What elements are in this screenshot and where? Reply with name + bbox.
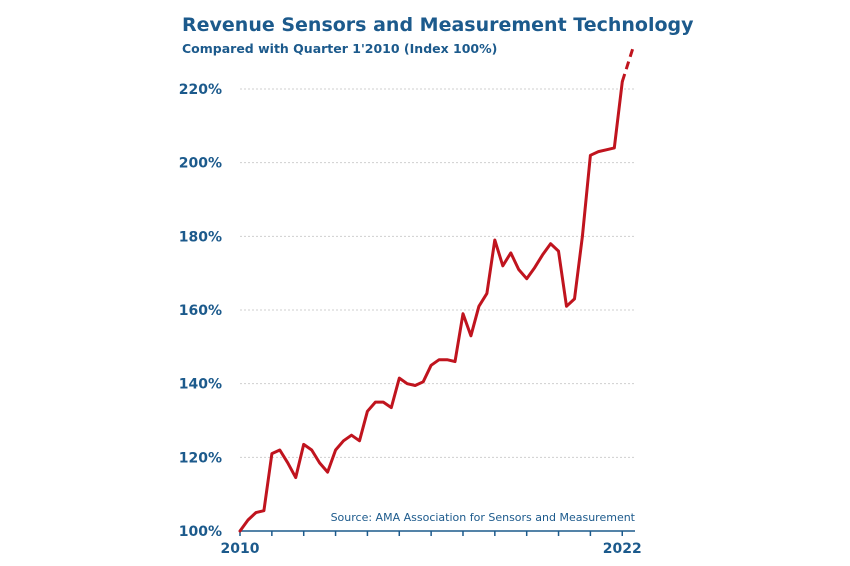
y-tick-label: 100% <box>179 524 222 540</box>
gridlines <box>240 88 635 458</box>
y-tick-label: 200% <box>179 156 222 172</box>
y-tick-label: 180% <box>179 229 222 245</box>
x-tick-label: 2022 <box>603 541 642 557</box>
x-tick-label: 2010 <box>221 541 260 557</box>
x-tick-labels: 2010 2022 <box>221 541 642 557</box>
chart-title: Revenue Sensors and Measurement Technolo… <box>182 14 694 36</box>
y-tick-label: 120% <box>179 450 222 466</box>
source-note: Source: AMA Association for Sensors and … <box>331 511 636 524</box>
y-tick-label: 160% <box>179 303 222 319</box>
projection-line <box>620 48 635 83</box>
revenue-line <box>238 80 624 533</box>
y-tick-label: 140% <box>179 377 222 393</box>
chart-subtitle: Compared with Quarter 1'2010 (Index 100%… <box>182 41 498 56</box>
y-tick-labels: 100% 120% 140% 160% 180% 200% 220% <box>179 82 222 540</box>
x-axis <box>239 530 635 536</box>
y-tick-label: 220% <box>179 82 222 98</box>
series-lines <box>238 48 635 533</box>
